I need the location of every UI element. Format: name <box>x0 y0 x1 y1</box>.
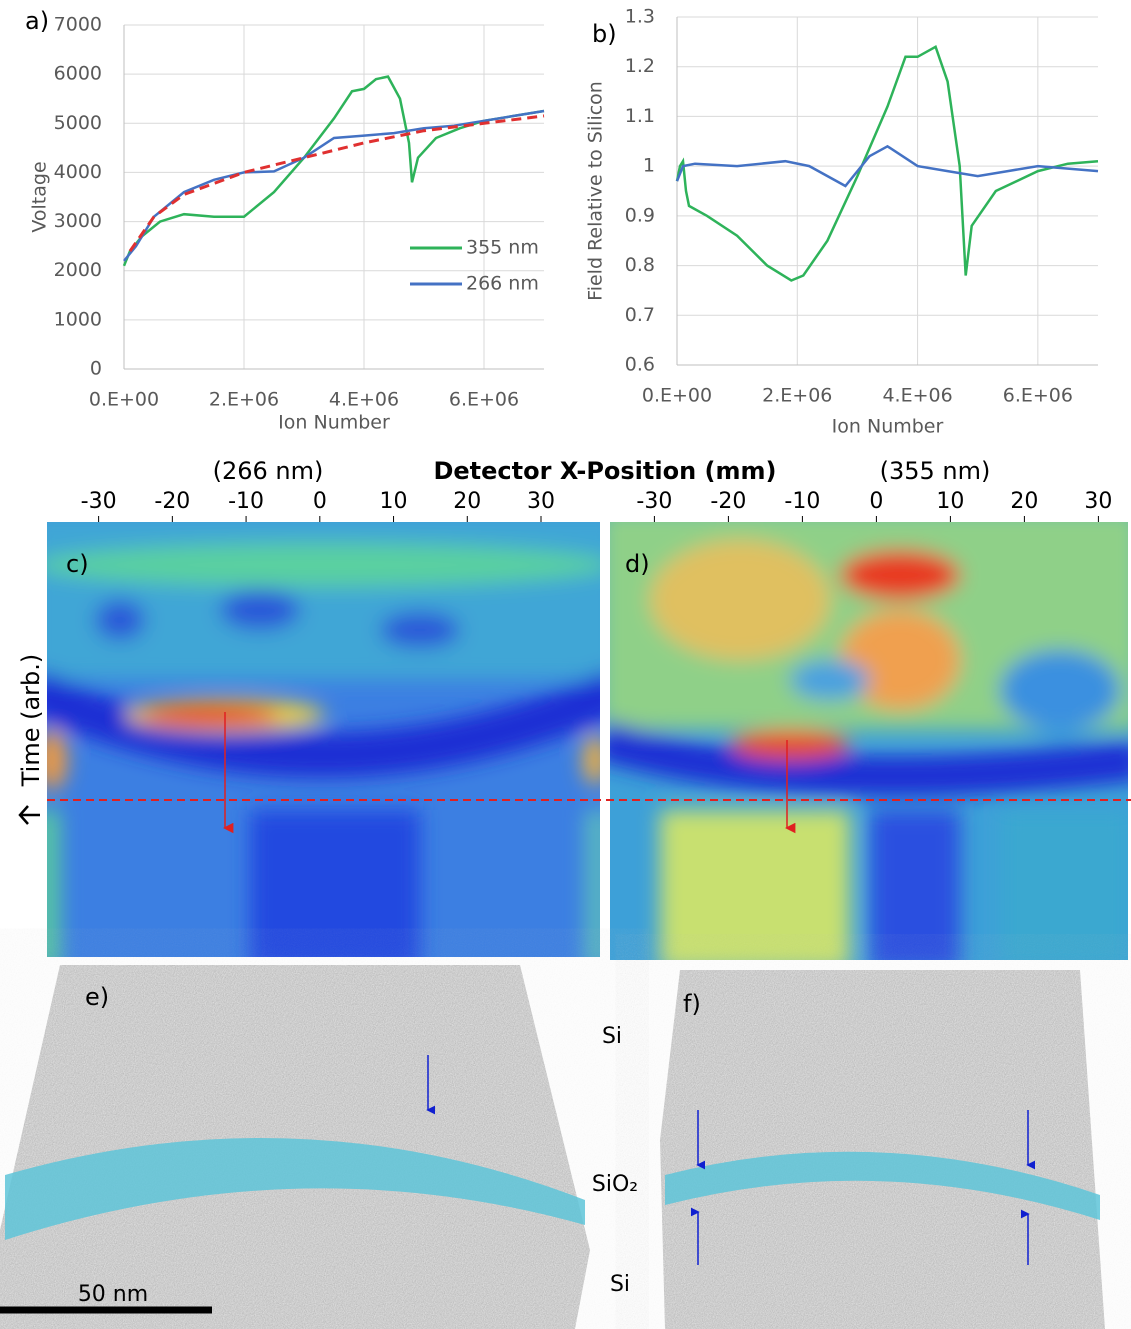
y-tick-label: 2000 <box>54 259 102 281</box>
layer-label: Si <box>610 1272 630 1297</box>
heatmap-355 <box>610 522 1128 960</box>
x-tick-label: 6.E+06 <box>449 389 519 411</box>
x-tick-label: 20 <box>453 489 481 514</box>
x-tick-label: -20 <box>154 489 190 514</box>
legend-label: 266 nm <box>466 273 539 295</box>
x-tick-label: 2.E+06 <box>762 385 832 407</box>
panel-label: b) <box>592 20 617 48</box>
y-tick-label: 0.7 <box>625 304 655 326</box>
panel-label: c) <box>66 550 89 578</box>
series-line <box>122 75 545 267</box>
x-tick-label: -10 <box>228 489 264 514</box>
heatmap-266 <box>47 522 600 957</box>
series-line <box>128 114 545 252</box>
y-axis-title: Voltage <box>29 161 51 232</box>
y-tick-label: 1.2 <box>625 55 655 77</box>
y-tick-label: 4000 <box>54 161 102 183</box>
x-tick-label: 0.E+00 <box>89 389 159 411</box>
y-axis-title: Field Relative to Silicon <box>585 81 607 301</box>
y-tick-label: 3000 <box>54 210 102 232</box>
axis-title: Time (arb.) <box>17 654 45 788</box>
x-axis-title: Ion Number <box>832 416 944 438</box>
x-tick-label: 30 <box>1084 489 1112 514</box>
x-tick-label: 0.E+00 <box>642 385 712 407</box>
y-tick-label: 6000 <box>54 63 102 85</box>
x-tick-label: 30 <box>527 489 555 514</box>
y-tick-label: 0.9 <box>625 204 655 226</box>
series-line <box>675 44 1099 282</box>
x-tick-label: -10 <box>784 489 820 514</box>
x-tick-label: 20 <box>1010 489 1038 514</box>
y-tick-label: 0.8 <box>625 254 655 276</box>
atom-map-left <box>0 965 590 1329</box>
series-line <box>123 109 545 262</box>
panel-title: (355 nm) <box>880 457 991 485</box>
x-tick-label: 4.E+06 <box>329 389 399 411</box>
y-tick-label: 0.6 <box>625 354 655 376</box>
layer-label: Si <box>602 1024 622 1049</box>
x-tick-label: -30 <box>81 489 117 514</box>
scale-label: 50 nm <box>78 1282 148 1307</box>
y-tick-label: 7000 <box>54 14 102 36</box>
panel-label: a) <box>25 7 49 35</box>
x-tick-label: -20 <box>710 489 746 514</box>
legend-label: 355 nm <box>466 237 539 259</box>
x-tick-label: 0 <box>313 489 327 514</box>
layer-label: SiO₂ <box>592 1172 638 1197</box>
x-tick-label: 10 <box>936 489 964 514</box>
x-tick-label: 10 <box>380 489 408 514</box>
axis-title: Detector X-Position (mm) <box>433 457 776 485</box>
x-axis-title: Ion Number <box>278 412 390 434</box>
series-line <box>675 144 1099 188</box>
time-arrow <box>18 805 40 825</box>
x-tick-label: 6.E+06 <box>1003 385 1073 407</box>
panel-title: (266 nm) <box>213 457 324 485</box>
panel-label: e) <box>85 983 109 1011</box>
y-tick-label: 1.1 <box>625 105 655 127</box>
x-tick-label: -30 <box>636 489 672 514</box>
atom-map-right <box>660 970 1105 1329</box>
x-tick-label: 2.E+06 <box>209 389 279 411</box>
y-tick-label: 1.3 <box>625 6 655 28</box>
panel-label: d) <box>625 550 650 578</box>
y-tick-label: 1000 <box>54 308 102 330</box>
y-tick-label: 5000 <box>54 112 102 134</box>
x-tick-label: 4.E+06 <box>882 385 952 407</box>
panel-label: f) <box>683 990 701 1018</box>
y-tick-label: 0 <box>90 358 102 380</box>
y-tick-label: 1 <box>643 155 655 177</box>
x-tick-label: 0 <box>869 489 883 514</box>
